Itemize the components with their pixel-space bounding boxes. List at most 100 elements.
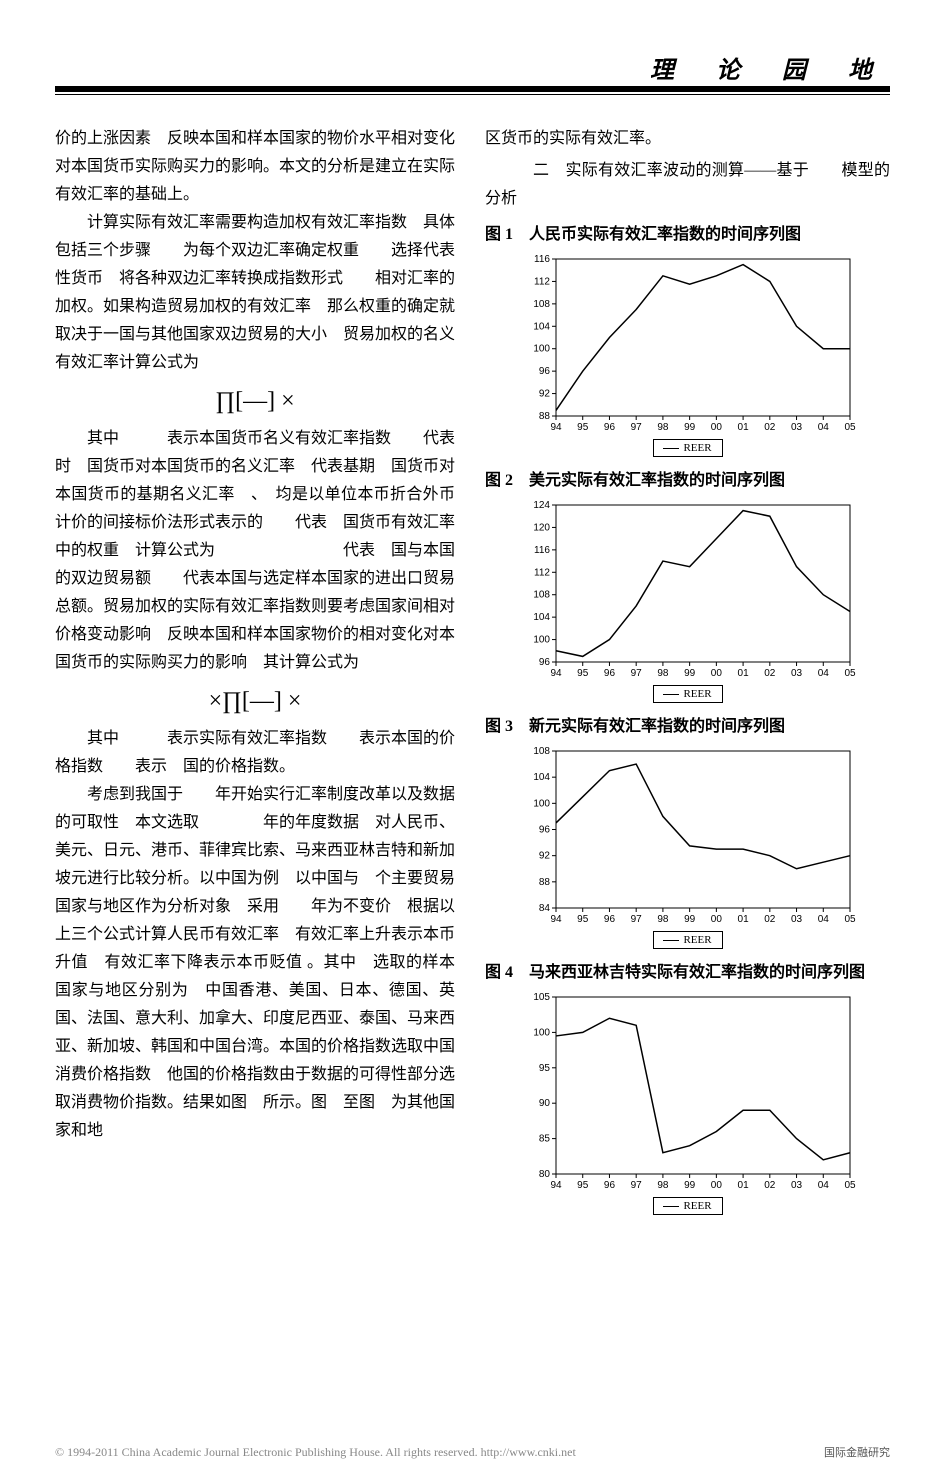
journal-name: 国际金融研究	[824, 1447, 890, 1459]
svg-text:96: 96	[538, 366, 550, 377]
svg-text:04: 04	[817, 1180, 829, 1191]
svg-text:04: 04	[817, 914, 829, 925]
svg-text:94: 94	[550, 1180, 562, 1191]
chart-1: 8892961001041081121169495969798990001020…	[518, 251, 858, 457]
svg-text:90: 90	[538, 1098, 550, 1109]
paragraph: 考虑到我国于 年开始实行汇率制度改革以及数据的可取性 本文选取 年的年度数据 对…	[55, 781, 455, 1145]
chart-2: 9610010410811211612012494959697989900010…	[518, 497, 858, 703]
footer-right: 国际金融研究	[824, 1447, 890, 1460]
svg-text:99: 99	[684, 422, 696, 433]
svg-text:00: 00	[710, 422, 722, 433]
svg-text:97: 97	[630, 914, 642, 925]
svg-text:88: 88	[538, 877, 550, 888]
svg-text:108: 108	[533, 746, 550, 757]
svg-text:97: 97	[630, 1180, 642, 1191]
svg-text:05: 05	[844, 668, 856, 679]
paragraph: 计算实际有效汇率需要构造加权有效汇率指数 具体包括三个步骤 为每个双边汇率确定权…	[55, 209, 455, 377]
svg-text:120: 120	[533, 522, 550, 533]
paragraph: 其中 表示实际有效汇率指数 表示本国的价格指数 表示 国的价格指数。	[55, 725, 455, 781]
svg-text:04: 04	[817, 668, 829, 679]
svg-text:88: 88	[538, 411, 550, 422]
svg-text:01: 01	[737, 1180, 749, 1191]
svg-text:99: 99	[684, 914, 696, 925]
chart-name: 人民币实际有效汇率指数的时间序列图	[529, 226, 801, 243]
legend-line-icon	[663, 1206, 679, 1207]
svg-text:112: 112	[534, 276, 550, 287]
chart-block-1: 图 1 人民币实际有效汇率指数的时间序列图 889296100104108112…	[485, 217, 890, 457]
svg-text:96: 96	[603, 422, 615, 433]
chart-block-4: 图 4 马来西亚林吉特实际有效汇率指数的时间序列图 80859095100105…	[485, 955, 890, 1215]
svg-text:94: 94	[550, 668, 562, 679]
chart-title: 图 2 美元实际有效汇率指数的时间序列图	[485, 463, 890, 497]
svg-text:95: 95	[577, 668, 589, 679]
legend-text: REER	[683, 680, 711, 708]
chart-name: 马来西亚林吉特实际有效汇率指数的时间序列图	[529, 964, 865, 981]
svg-text:108: 108	[533, 590, 550, 601]
chart-label: 图 2	[485, 472, 513, 489]
svg-text:05: 05	[844, 914, 856, 925]
svg-text:01: 01	[737, 422, 749, 433]
svg-text:100: 100	[533, 635, 550, 646]
chart-block-3: 图 3 新元实际有效汇率指数的时间序列图 8488929610010410894…	[485, 709, 890, 949]
svg-text:95: 95	[538, 1063, 550, 1074]
svg-text:95: 95	[577, 422, 589, 433]
svg-text:02: 02	[764, 668, 776, 679]
chart-label: 图 4	[485, 964, 513, 981]
page-footer: © 1994-2011 China Academic Journal Elect…	[55, 1445, 890, 1460]
svg-text:94: 94	[550, 914, 562, 925]
svg-text:95: 95	[577, 914, 589, 925]
svg-text:96: 96	[603, 1180, 615, 1191]
svg-text:92: 92	[538, 389, 550, 400]
svg-text:104: 104	[533, 321, 550, 332]
copyright-text: © 1994-2011 China Academic Journal Elect…	[55, 1445, 576, 1460]
svg-text:96: 96	[603, 914, 615, 925]
svg-text:100: 100	[533, 344, 550, 355]
svg-text:99: 99	[684, 1180, 696, 1191]
legend-line-icon	[663, 448, 679, 449]
svg-text:124: 124	[533, 500, 550, 511]
svg-text:98: 98	[657, 1180, 669, 1191]
svg-text:05: 05	[844, 1180, 856, 1191]
svg-text:97: 97	[630, 422, 642, 433]
svg-text:02: 02	[764, 914, 776, 925]
svg-text:96: 96	[538, 657, 550, 668]
chart-label: 图 1	[485, 226, 513, 243]
svg-text:03: 03	[790, 668, 802, 679]
svg-text:01: 01	[737, 914, 749, 925]
svg-text:03: 03	[790, 914, 802, 925]
legend-text: REER	[683, 1192, 711, 1220]
svg-text:96: 96	[603, 668, 615, 679]
chart-name: 美元实际有效汇率指数的时间序列图	[529, 472, 785, 489]
chart-4: 80859095100105949596979899000102030405 R…	[518, 989, 858, 1215]
chart-legend: REER	[653, 931, 723, 949]
chart-block-2: 图 2 美元实际有效汇率指数的时间序列图 9610010410811211612…	[485, 463, 890, 703]
legend-text: REER	[683, 926, 711, 954]
chart-3: 8488929610010410894959697989900010203040…	[518, 743, 858, 949]
svg-text:00: 00	[710, 668, 722, 679]
svg-text:96: 96	[538, 825, 550, 836]
legend-line-icon	[663, 694, 679, 695]
chart-legend: REER	[653, 1197, 723, 1215]
svg-text:02: 02	[764, 1180, 776, 1191]
paragraph: 价的上涨因素 反映本国和样本国家的物价水平相对变化对本国货币实际购买力的影响。本…	[55, 125, 455, 209]
formula: ×∏[—] ×	[55, 677, 455, 725]
svg-text:116: 116	[534, 254, 550, 265]
chart-title: 图 3 新元实际有效汇率指数的时间序列图	[485, 709, 890, 743]
svg-text:99: 99	[684, 668, 696, 679]
header-rule	[55, 86, 890, 92]
svg-text:80: 80	[538, 1169, 550, 1180]
svg-text:98: 98	[657, 422, 669, 433]
svg-text:03: 03	[790, 422, 802, 433]
legend-line-icon	[663, 940, 679, 941]
right-column: 区货币的实际有效汇率。 二 实际有效汇率波动的测算——基于 模型的分析 图 1 …	[485, 125, 890, 1221]
paragraph: 区货币的实际有效汇率。	[485, 125, 890, 153]
svg-text:105: 105	[533, 992, 550, 1003]
svg-text:00: 00	[710, 1180, 722, 1191]
svg-text:104: 104	[533, 612, 550, 623]
svg-text:97: 97	[630, 668, 642, 679]
two-column-layout: 价的上涨因素 反映本国和样本国家的物价水平相对变化对本国货币实际购买力的影响。本…	[55, 125, 890, 1221]
svg-text:02: 02	[764, 422, 776, 433]
svg-text:92: 92	[538, 851, 550, 862]
svg-text:03: 03	[790, 1180, 802, 1191]
svg-text:104: 104	[533, 772, 550, 783]
